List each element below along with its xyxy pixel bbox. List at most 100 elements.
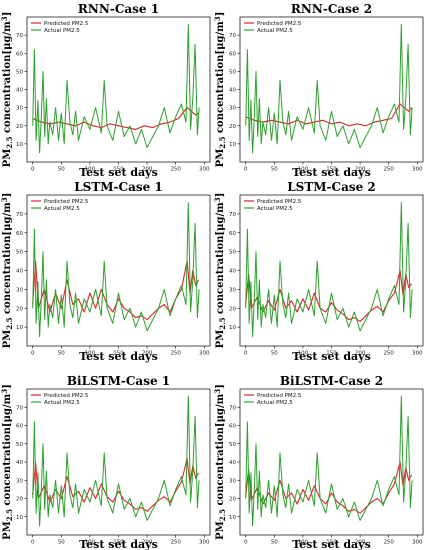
x-axis-label: Test set days (79, 538, 158, 550)
y-tick-label: 70 (229, 33, 236, 39)
x-tick-label: 0 (244, 167, 248, 173)
y-tick-label: 70 (229, 212, 236, 218)
x-axis-label: Test set days (79, 350, 158, 363)
x-tick-label: 50 (271, 167, 278, 173)
y-tick-label: 20 (229, 306, 236, 312)
y-tick-label: 60 (16, 231, 23, 237)
series-line (32, 260, 200, 321)
chart-panel: RNN-Case 2 0 50 100 150 200 250 300 10 20 30 40 50 60… (213, 2, 424, 179)
y-axis-label: PM2.5 concentration[μg/m3] (213, 193, 227, 349)
y-tick-label: 40 (229, 460, 236, 466)
x-tick-label: 0 (244, 540, 248, 546)
series-line (32, 23, 200, 154)
plot-frame (239, 388, 424, 536)
y-tick-label: 20 (16, 124, 23, 130)
y-tick-label: 30 (229, 478, 236, 484)
legend-label: Predicted PM2.5 (257, 393, 302, 399)
series-line (32, 107, 199, 130)
y-tick-label: 70 (16, 405, 23, 411)
series-line (245, 202, 413, 338)
plot-frame (239, 194, 424, 347)
x-axis-label: Test set days (292, 538, 371, 550)
plot-frame (26, 16, 211, 163)
x-tick-label: 150 (113, 351, 124, 357)
y-tick-label: 40 (16, 88, 23, 94)
y-tick-label: 40 (16, 460, 23, 466)
x-tick-label: 250 (170, 351, 181, 357)
chart-panel: LSTM-Case 1 0 50 100 150 200 250 300 10 20 30 40 50 6… (0, 180, 211, 363)
x-tick-label: 0 (31, 167, 35, 173)
y-tick-label: 10 (229, 515, 236, 521)
x-tick-label: 50 (58, 351, 65, 357)
y-tick-label: 70 (16, 33, 23, 39)
y-tick-label: 40 (16, 269, 23, 275)
y-tick-label: 50 (16, 69, 23, 75)
y-tick-label: 50 (16, 250, 23, 256)
legend-label: Predicted PM2.5 (257, 21, 302, 27)
x-tick-label: 50 (271, 540, 278, 546)
y-tick-label: 10 (16, 515, 23, 521)
y-tick-label: 20 (229, 124, 236, 130)
x-tick-label: 50 (58, 540, 65, 546)
x-axis-label: Test set days (292, 166, 371, 179)
chart-panel: LSTM-Case 2 0 50 100 150 200 250 300 10 20 30 40 50 6… (213, 180, 424, 363)
x-tick-label: 300 (412, 167, 423, 173)
x-tick-label: 200 (142, 540, 153, 546)
series-line (245, 103, 413, 127)
x-tick-label: 300 (412, 351, 423, 357)
y-tick-label: 70 (229, 405, 236, 411)
legend-label: Predicted PM2.5 (44, 199, 89, 205)
y-tick-label: 30 (16, 106, 23, 112)
x-tick-label: 100 (85, 351, 96, 357)
x-tick-label: 200 (355, 351, 366, 357)
x-tick-label: 0 (244, 351, 248, 357)
y-tick-label: 60 (229, 424, 236, 430)
x-tick-label: 200 (142, 167, 153, 173)
legend-label: Predicted PM2.5 (44, 393, 89, 399)
chart-title: RNN-Case 2 (291, 2, 372, 16)
x-tick-label: 200 (355, 540, 366, 546)
legend-label: Actual PM2.5 (44, 28, 80, 34)
chart-panel: BiLSTM-Case 1 0 50 100 150 200 250 300 10 20 30 40 5… (0, 374, 211, 550)
y-axis-label: PM2.5 concentration[μg/m3] (0, 193, 14, 349)
chart-title: LSTM-Case 1 (74, 180, 163, 194)
x-tick-label: 300 (199, 167, 210, 173)
y-tick-label: 20 (16, 306, 23, 312)
y-tick-label: 30 (229, 106, 236, 112)
x-tick-label: 0 (31, 351, 35, 357)
x-axis-label: Test set days (292, 350, 371, 363)
y-tick-label: 30 (16, 478, 23, 484)
series-line (245, 395, 413, 527)
x-tick-label: 100 (298, 167, 309, 173)
y-tick-label: 50 (16, 442, 23, 448)
x-tick-label: 250 (170, 540, 181, 546)
series-line (32, 457, 200, 512)
x-tick-label: 150 (113, 167, 124, 173)
y-tick-label: 10 (229, 142, 236, 148)
y-tick-label: 60 (229, 231, 236, 237)
series-line (32, 395, 200, 527)
x-tick-label: 150 (326, 540, 337, 546)
x-tick-label: 100 (298, 351, 309, 357)
x-tick-label: 250 (383, 167, 394, 173)
chart-title: LSTM-Case 2 (287, 180, 376, 194)
x-tick-label: 100 (85, 540, 96, 546)
y-tick-label: 10 (16, 142, 23, 148)
x-tick-label: 300 (199, 351, 210, 357)
y-tick-label: 60 (16, 424, 23, 430)
y-tick-label: 10 (16, 325, 23, 331)
x-tick-label: 300 (199, 540, 210, 546)
x-tick-label: 50 (271, 351, 278, 357)
legend-label: Actual PM2.5 (257, 206, 293, 212)
x-tick-label: 250 (383, 351, 394, 357)
x-axis-label: Test set days (79, 166, 158, 179)
y-tick-label: 30 (229, 287, 236, 293)
series-line (32, 202, 200, 338)
series-line (245, 269, 413, 323)
legend-label: Predicted PM2.5 (257, 199, 302, 205)
x-tick-label: 150 (326, 167, 337, 173)
y-tick-label: 40 (229, 88, 236, 94)
plot-frame (26, 388, 211, 536)
x-tick-label: 300 (412, 540, 423, 546)
